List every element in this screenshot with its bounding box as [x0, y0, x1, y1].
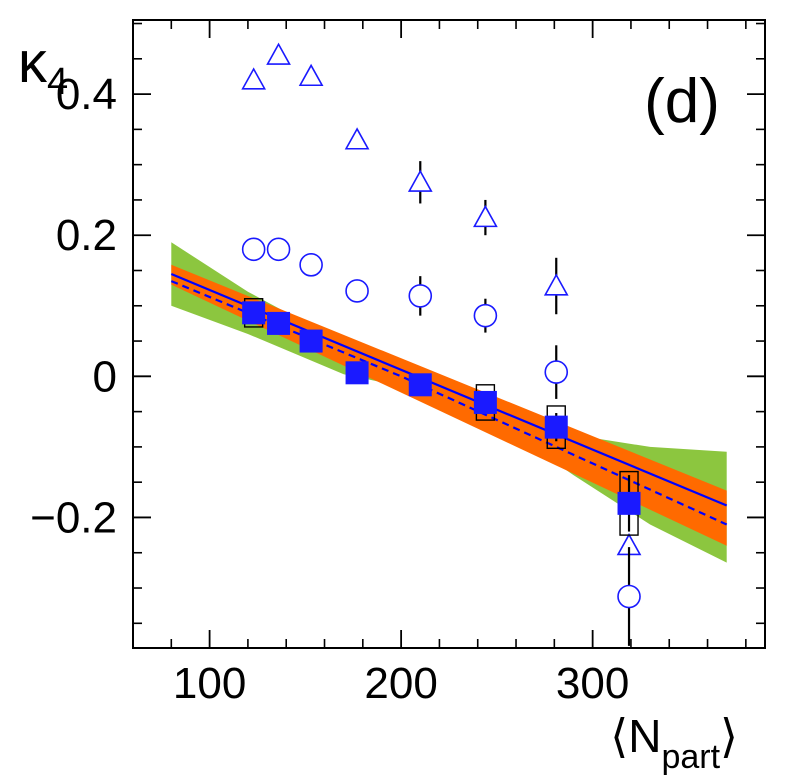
square-point-5 — [473, 390, 497, 414]
triangle-point-2 — [298, 63, 324, 87]
square-point-3 — [345, 361, 369, 385]
circle-point-3 — [345, 279, 369, 303]
y-tick-label: 0 — [93, 352, 117, 401]
markers-layer — [241, 42, 642, 646]
green-band — [171, 242, 727, 563]
square-point-7 — [617, 491, 641, 515]
triangle-point-4 — [407, 169, 433, 192]
tick-labels-layer: 100 200 300 0.4 0.2 0 −0.2 — [30, 70, 629, 708]
square-point-2 — [299, 329, 323, 353]
square-point-1 — [267, 311, 291, 335]
y-axis-title: κ4 — [18, 30, 68, 103]
circle-point-2 — [299, 253, 323, 277]
y-tick-label: −0.2 — [30, 493, 117, 542]
triangle-point-3 — [344, 127, 370, 150]
triangle-point-1 — [266, 42, 291, 65]
circle-point-6 — [544, 360, 569, 384]
y-tick-label: 0.2 — [56, 211, 117, 260]
triangle-point-6 — [543, 273, 569, 296]
circle-point-5 — [473, 303, 498, 328]
y-tick-label: 0.4 — [56, 70, 117, 119]
square-point-0 — [242, 301, 266, 325]
x-tick-label: 300 — [556, 659, 629, 708]
x-tick-label: 200 — [364, 659, 437, 708]
plot-frame — [132, 19, 766, 649]
circle-point-4 — [408, 284, 433, 308]
square-point-6 — [544, 415, 568, 439]
x-tick-label: 100 — [173, 659, 246, 708]
square-point-4 — [408, 373, 432, 397]
panel-label: (d) — [644, 67, 720, 136]
bands-layer — [171, 242, 727, 563]
circle-point-1 — [266, 237, 291, 262]
triangle-point-5 — [473, 204, 498, 228]
x-axis-title: ⟨Npart⟩ — [610, 710, 738, 776]
circle-point-0 — [241, 237, 266, 262]
triangle-point-0 — [241, 67, 267, 90]
ticks-layer — [132, 20, 765, 648]
circle-point-7 — [617, 584, 641, 609]
